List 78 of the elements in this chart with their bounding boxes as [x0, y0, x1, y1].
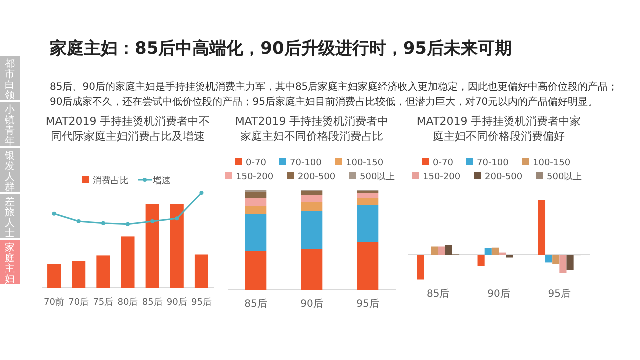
bar [552, 255, 560, 264]
x-tick-label: 90后 [166, 297, 188, 308]
bar [245, 251, 267, 290]
legend-label: 500以上 [360, 172, 396, 182]
text: 银发人群 [4, 151, 15, 194]
chart-title: MAT2019 手持挂烫机消费者中不同代际家庭主妇消费占比及增速 [46, 115, 210, 143]
bar [546, 255, 553, 263]
bar [560, 255, 567, 274]
x-tick-label: 70前 [44, 297, 65, 308]
bar [48, 264, 62, 288]
text: 都市白领 [5, 58, 15, 102]
chart-title: MAT2019 手持挂烫机消费者中家庭主妇不同价格段消费占比 [235, 115, 389, 143]
legend-label: 增速 [152, 176, 171, 186]
text: 小镇青年 [4, 104, 15, 148]
bar [245, 214, 267, 251]
legend-label: 70-100 [290, 158, 322, 168]
x-tick-label: 85后 [426, 288, 450, 300]
legend-label: 0-70 [433, 158, 454, 168]
legend-label: 0-70 [246, 158, 267, 168]
point [175, 216, 180, 221]
bar [438, 246, 446, 255]
bar [146, 204, 160, 288]
bar [301, 191, 323, 195]
point [52, 212, 56, 216]
bar [417, 255, 424, 280]
bar [245, 192, 267, 198]
x-tick-label: 95后 [356, 298, 380, 310]
x-tick-label: 95后 [191, 297, 212, 308]
bar [194, 254, 208, 288]
legend-label: 150-200 [423, 172, 461, 182]
bar [170, 204, 184, 288]
bar [357, 242, 379, 290]
legend-label: 100-150 [533, 158, 571, 168]
legend-label: 消费占比 [93, 176, 129, 186]
legend-label: 200-500 [298, 172, 336, 182]
legend-label: 100-150 [346, 158, 384, 168]
point [101, 221, 106, 226]
bar [245, 198, 267, 206]
x-tick-label: 75后 [93, 297, 114, 308]
legend-label: 150-200 [236, 172, 274, 182]
bar [301, 249, 323, 290]
legend-label: 70-100 [477, 158, 510, 168]
bar [478, 255, 485, 266]
x-tick-label: 85后 [142, 297, 163, 308]
x-tick-label: 85后 [244, 298, 268, 310]
point [200, 191, 204, 195]
bar [445, 245, 452, 255]
x-tick-label: 70后 [68, 297, 90, 308]
text: 差旅人士 [5, 196, 15, 240]
bar [357, 198, 379, 205]
x-tick-label: 80后 [118, 297, 138, 308]
bar [96, 256, 110, 288]
point [76, 220, 81, 224]
bar [301, 211, 323, 249]
chart-title: MAT2019 手持挂烫机消费者中家庭主妇不同价格段消费偏好 [416, 115, 582, 143]
text: 家庭主妇 [5, 242, 15, 286]
text: 家庭主妇：85后中高端化，90后升级进行时，95后未来可期 [49, 39, 512, 59]
text: 85后、90后的家庭主妇是手持挂烫机消费主力军，其中85后家庭主妇家庭经济收入更加稳定，因此也更偏好中高价位段的产品；90后成家不久，还在尝试中低价位段的产品；95后家庭主妇目前消费占比较低，但潜力巨大，对70元以内的产品偏好明显。 [50, 81, 618, 108]
x-tick-label: 90后 [488, 288, 510, 300]
bar [484, 248, 492, 255]
bar [357, 193, 379, 198]
bar [538, 200, 546, 255]
point [150, 220, 155, 224]
point [126, 222, 130, 226]
bar [492, 248, 499, 255]
bar [121, 236, 135, 288]
bar [301, 202, 323, 211]
bar [566, 255, 574, 270]
bar [357, 205, 379, 242]
bar [506, 255, 514, 258]
bar [72, 261, 86, 288]
legend-label: 200-500 [485, 172, 523, 182]
x-tick-label: 95后 [548, 288, 572, 300]
legend-label: 500以上 [547, 172, 582, 182]
bar [245, 206, 267, 214]
bar [301, 195, 323, 202]
x-tick-label: 90后 [300, 298, 324, 310]
bar [431, 246, 438, 255]
